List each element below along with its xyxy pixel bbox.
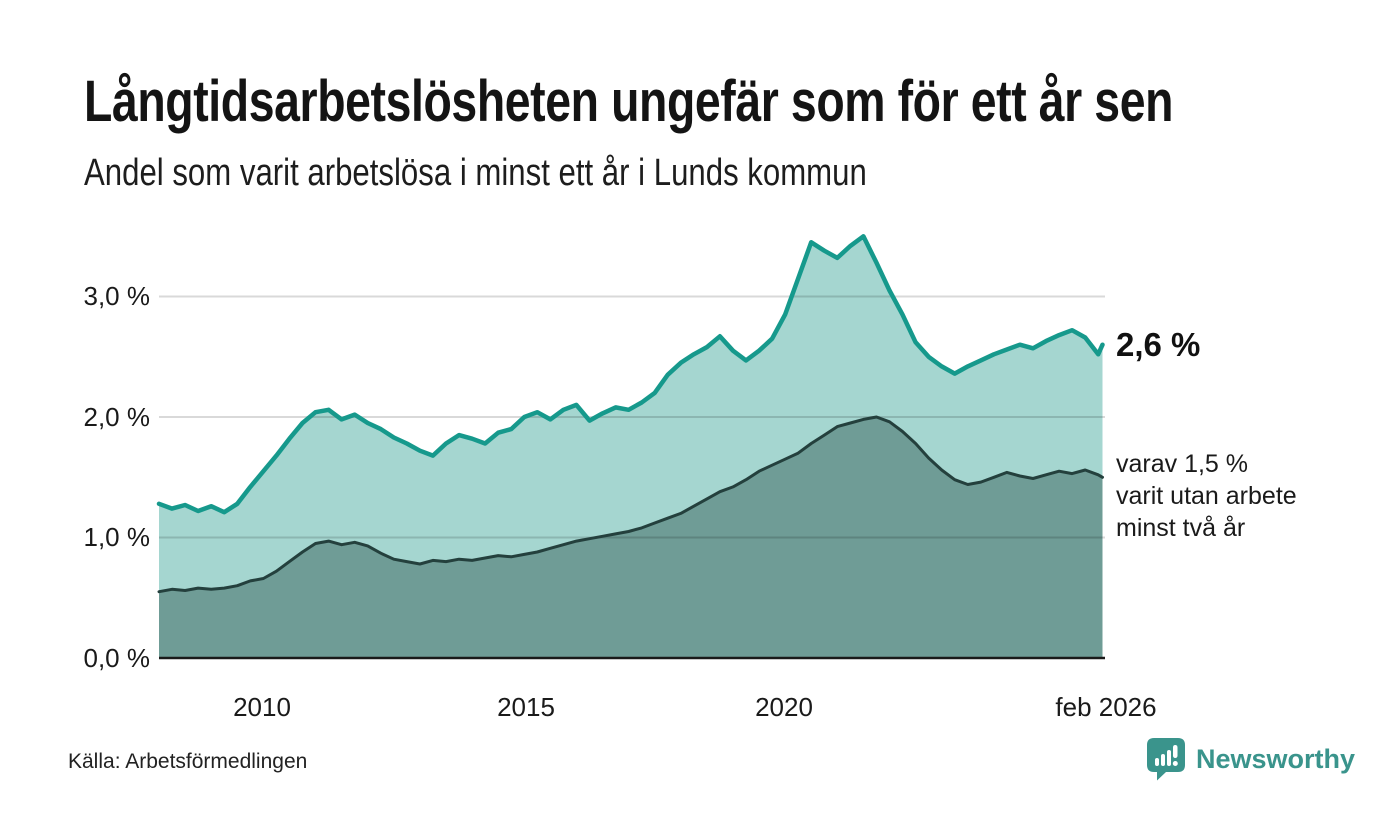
newsworthy-speech-bubble-bar-chart-icon: [1147, 738, 1185, 781]
y-axis-tick-0: 0,0 %: [83, 643, 151, 673]
series-line-0: [156, 234, 1105, 515]
annotation-line-3: minst två år: [1116, 514, 1246, 542]
brand-logo: Newsworthy: [1146, 737, 1355, 781]
annotation-line-2: varit utan arbete: [1116, 482, 1297, 510]
series-line-1: [157, 415, 1104, 594]
brand-name: Newsworthy: [1196, 743, 1356, 774]
x-axis-tick-feb-2026: feb 2026: [1055, 692, 1157, 722]
secondary-series-annotation: varav 1,5 % varit utan arbete minst två …: [1116, 448, 1297, 544]
source-text: Källa: Arbetsförmedlingen: [68, 750, 308, 773]
annotation-line-1: varav 1,5 %: [1116, 450, 1249, 478]
y-axis-tick-2: 2,0 %: [83, 402, 151, 432]
series-area-1: [159, 417, 1103, 658]
y-axis-tick-1: 1,0 %: [83, 522, 151, 552]
page-title: Långtidsarbetslösheten ungefär som för e…: [84, 69, 1174, 134]
chart-subtitle: Andel som varit arbetslösa i minst ett å…: [84, 152, 867, 194]
end-value-label: 2,6 %: [1116, 326, 1201, 363]
y-axis-tick-3: 3,0 %: [83, 281, 151, 311]
x-axis-tick-2020: 2020: [755, 692, 813, 722]
x-axis-tick-2015: 2015: [497, 692, 555, 722]
x-axis-tick-2010: 2010: [233, 692, 291, 722]
